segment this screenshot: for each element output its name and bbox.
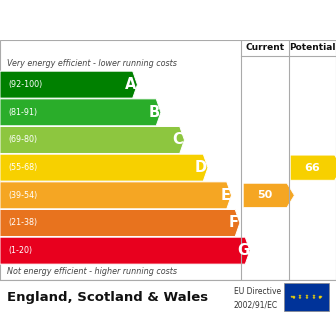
Text: England, Scotland & Wales: England, Scotland & Wales [7,291,208,304]
Text: ★: ★ [319,295,323,299]
Text: ★: ★ [297,296,301,300]
Text: (69-80): (69-80) [8,135,38,145]
Text: ★: ★ [292,296,296,300]
Text: ★: ★ [290,295,294,299]
Text: (1-20): (1-20) [8,246,33,255]
Text: ★: ★ [317,295,321,299]
Text: (21-38): (21-38) [8,219,38,227]
Text: F: F [229,215,239,231]
Text: 50: 50 [257,190,273,200]
Text: ★: ★ [305,296,308,301]
Text: ★: ★ [305,294,308,298]
Text: Very energy efficient - lower running costs: Very energy efficient - lower running co… [7,59,177,68]
Text: ★: ★ [292,295,296,299]
Polygon shape [0,127,184,153]
Text: ★: ★ [312,296,316,300]
Text: A: A [125,77,136,92]
Text: Potential: Potential [289,43,336,52]
Text: Energy Efficiency Rating: Energy Efficiency Rating [48,11,288,29]
Text: ★: ★ [317,296,321,300]
Text: (81-91): (81-91) [8,108,38,117]
Text: C: C [173,133,183,147]
Text: ★: ★ [312,295,316,298]
Text: ★: ★ [297,295,301,298]
Polygon shape [0,154,208,181]
Text: Current: Current [246,43,285,52]
Text: (39-54): (39-54) [8,191,38,200]
Polygon shape [0,237,250,264]
Text: Not energy efficient - higher running costs: Not energy efficient - higher running co… [7,267,177,277]
Polygon shape [0,182,232,209]
Text: G: G [237,243,249,258]
Text: EU Directive: EU Directive [234,287,281,295]
Polygon shape [290,155,336,180]
Bar [284,283,329,312]
Polygon shape [243,183,294,207]
Polygon shape [0,99,161,126]
Polygon shape [0,209,240,237]
Text: 66: 66 [305,163,320,173]
Polygon shape [0,71,137,98]
Text: (92-100): (92-100) [8,80,43,89]
Text: B: B [149,105,160,120]
Text: (55-68): (55-68) [8,163,38,172]
Text: 2002/91/EC: 2002/91/EC [234,301,278,310]
Text: D: D [195,160,207,175]
Text: E: E [220,188,230,203]
